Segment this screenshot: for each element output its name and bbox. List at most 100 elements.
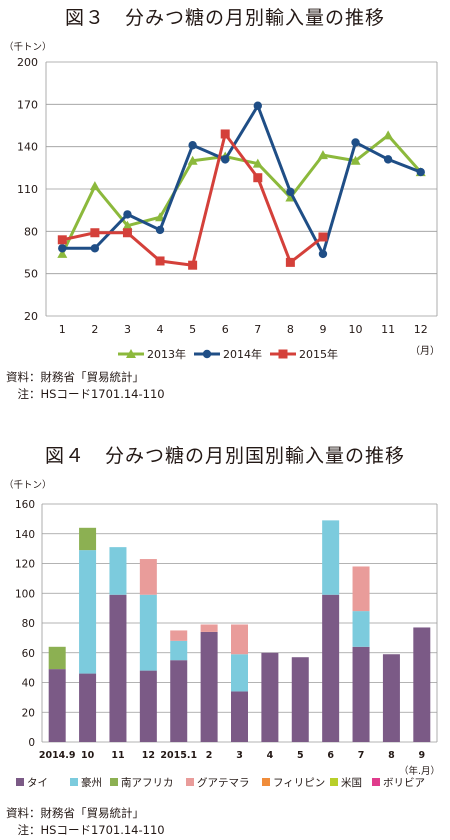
bar-segment: [79, 673, 97, 742]
data-point: [253, 173, 263, 183]
y-axis-unit: （千トン）: [4, 479, 52, 491]
series-line: [62, 104, 422, 256]
y-tick-label: 160: [15, 499, 35, 511]
bar-segment: [48, 669, 66, 742]
bar-segment: [352, 566, 370, 612]
x-axis-unit: （年.月）: [399, 765, 440, 777]
data-point: [351, 138, 360, 147]
x-tick-label: 7: [358, 750, 365, 761]
y-tick-label: 0: [28, 737, 35, 749]
bar-segment: [48, 646, 66, 670]
data-point: [350, 155, 361, 165]
chart1-source-line: 資料：財務省「貿易統計」: [6, 370, 144, 384]
bar-segment: [322, 520, 340, 595]
legend-label: グアテマラ: [197, 776, 250, 789]
data-point: [286, 187, 295, 197]
data-point: [317, 150, 328, 160]
data-point: [90, 228, 100, 238]
bar-segment: [322, 594, 340, 742]
y-axis-unit: （千トン）: [4, 41, 52, 53]
data-point: [122, 220, 133, 230]
legend-label: ボリビア: [383, 777, 425, 789]
y-tick-label: 120: [15, 559, 35, 571]
bar-segment: [291, 657, 309, 742]
data-point: [123, 210, 132, 219]
x-tick-label: 8: [388, 750, 395, 761]
legend-label: 豪州: [81, 776, 102, 789]
bar-segment: [79, 550, 97, 674]
legend-marker: [202, 349, 212, 359]
x-tick-label: 8: [287, 323, 294, 336]
x-tick-label: 9: [418, 750, 425, 761]
x-axis-unit: （月）: [410, 345, 440, 357]
data-point: [155, 256, 165, 266]
x-tick-label: 5: [297, 750, 304, 761]
bar-segment: [79, 527, 97, 551]
chart1-title: 図３ 分みつ糖の月別輸入量の推移: [64, 7, 385, 29]
legend-swatch: [372, 778, 380, 786]
data-point: [155, 225, 165, 235]
legend-label: 2015年: [299, 347, 338, 361]
series-line: [60, 133, 422, 255]
data-point: [383, 155, 393, 164]
bar-segment: [109, 547, 127, 595]
chart2-source-line: 資料：財務省「貿易統計」: [6, 806, 144, 820]
legend-marker: [126, 349, 136, 358]
y-tick-label: 80: [22, 618, 35, 630]
y-tick-label: 110: [17, 183, 38, 196]
bar-segment: [170, 660, 188, 742]
legend-swatch: [186, 778, 194, 786]
legend-label: 南アフリカ: [121, 776, 174, 789]
x-tick-label: 12: [414, 323, 428, 336]
x-tick-label: 7: [254, 323, 261, 336]
x-tick-label: 11: [111, 750, 124, 761]
y-tick-label: 20: [24, 310, 38, 323]
x-tick-label: 1: [59, 323, 66, 336]
x-tick-label: 11: [381, 323, 395, 336]
chart2-title: 図４ 分みつ糖の月別国別輸入量の推移: [44, 445, 405, 467]
x-tick-label: 6: [327, 750, 334, 761]
legend-swatch: [330, 778, 338, 786]
y-tick-label: 20: [22, 707, 35, 719]
x-tick-label: 3: [124, 323, 131, 336]
chart2-source: 資料：財務省「貿易統計」 注：HSコード1701.14-110: [6, 805, 165, 839]
x-tick-label: 4: [267, 750, 274, 761]
data-point: [318, 249, 328, 259]
y-tick-label: 50: [24, 268, 38, 281]
bar-segment: [231, 654, 248, 692]
y-tick-label: 140: [15, 529, 35, 541]
chart1-source: 資料：財務省「貿易統計」 注：HSコード1701.14-110: [6, 369, 165, 403]
data-point: [253, 101, 262, 110]
x-tick-label: 3: [236, 750, 243, 761]
data-point: [155, 212, 166, 222]
y-tick-label: 170: [17, 98, 38, 111]
y-tick-label: 140: [17, 141, 38, 154]
legend-swatch: [262, 778, 270, 786]
stacked-bar-chart: （千トン） 0 20 40 60 80 100 120 140 160 2014.9 10 11 12 20…: [4, 479, 440, 789]
data-point: [90, 244, 100, 253]
y-tick-label: 40: [22, 678, 35, 690]
data-point: [122, 228, 132, 238]
x-tick-label: 2014.9: [39, 750, 76, 761]
bar-segment: [139, 670, 157, 742]
bar-segment: [382, 654, 400, 742]
y-tick-label: 80: [24, 225, 38, 238]
data-point: [416, 167, 425, 177]
bar-segment: [109, 594, 127, 742]
bar-segment: [139, 594, 157, 671]
data-point: [383, 130, 394, 140]
x-tick-label: 12: [142, 750, 155, 761]
x-tick-label: 2015.1: [160, 750, 197, 761]
legend-label: タイ: [27, 777, 48, 789]
bar-segment: [200, 624, 218, 632]
bar-segment: [170, 640, 188, 661]
data-point: [221, 155, 230, 164]
x-tick-label: 2: [206, 750, 213, 761]
data-point: [187, 155, 198, 165]
series-line: [61, 132, 324, 267]
x-tick-label: 10: [81, 750, 95, 761]
y-tick-label: 200: [17, 56, 38, 69]
x-tick-label: 2: [91, 323, 98, 336]
legend-label: 2014年: [223, 347, 262, 361]
